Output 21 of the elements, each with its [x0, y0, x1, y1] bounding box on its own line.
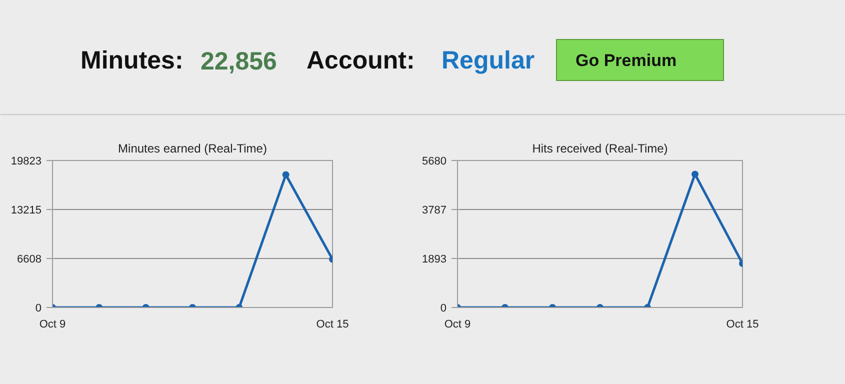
x-tick-label: Oct 9	[39, 318, 66, 330]
point	[692, 170, 698, 178]
y-tick-label: 13215	[10, 204, 42, 216]
x-tick-label: Oct 9	[444, 318, 471, 330]
x-tick-label: Oct 15	[316, 318, 349, 330]
text: Account:	[306, 46, 415, 74]
point	[282, 171, 290, 178]
chart-title: Minutes earned (Real-Time)	[118, 142, 267, 156]
text: Minutes:	[80, 46, 184, 74]
y-tick-label: 1893	[422, 254, 447, 266]
y-tick-label: 0	[440, 302, 447, 314]
y-tick-label: 6608	[17, 254, 42, 266]
text: 22,856	[200, 48, 277, 76]
y-tick-label: 3787	[422, 204, 447, 216]
chart-title: Hits received (Real-Time)	[532, 142, 668, 156]
text: Go Premium	[576, 51, 677, 70]
text: Regular	[442, 46, 535, 74]
y-tick-label: 19823	[10, 156, 42, 168]
x-tick-label: Oct 15	[726, 318, 759, 330]
y-tick-label: 5680	[422, 156, 447, 168]
y-tick-label: 0	[35, 302, 42, 314]
